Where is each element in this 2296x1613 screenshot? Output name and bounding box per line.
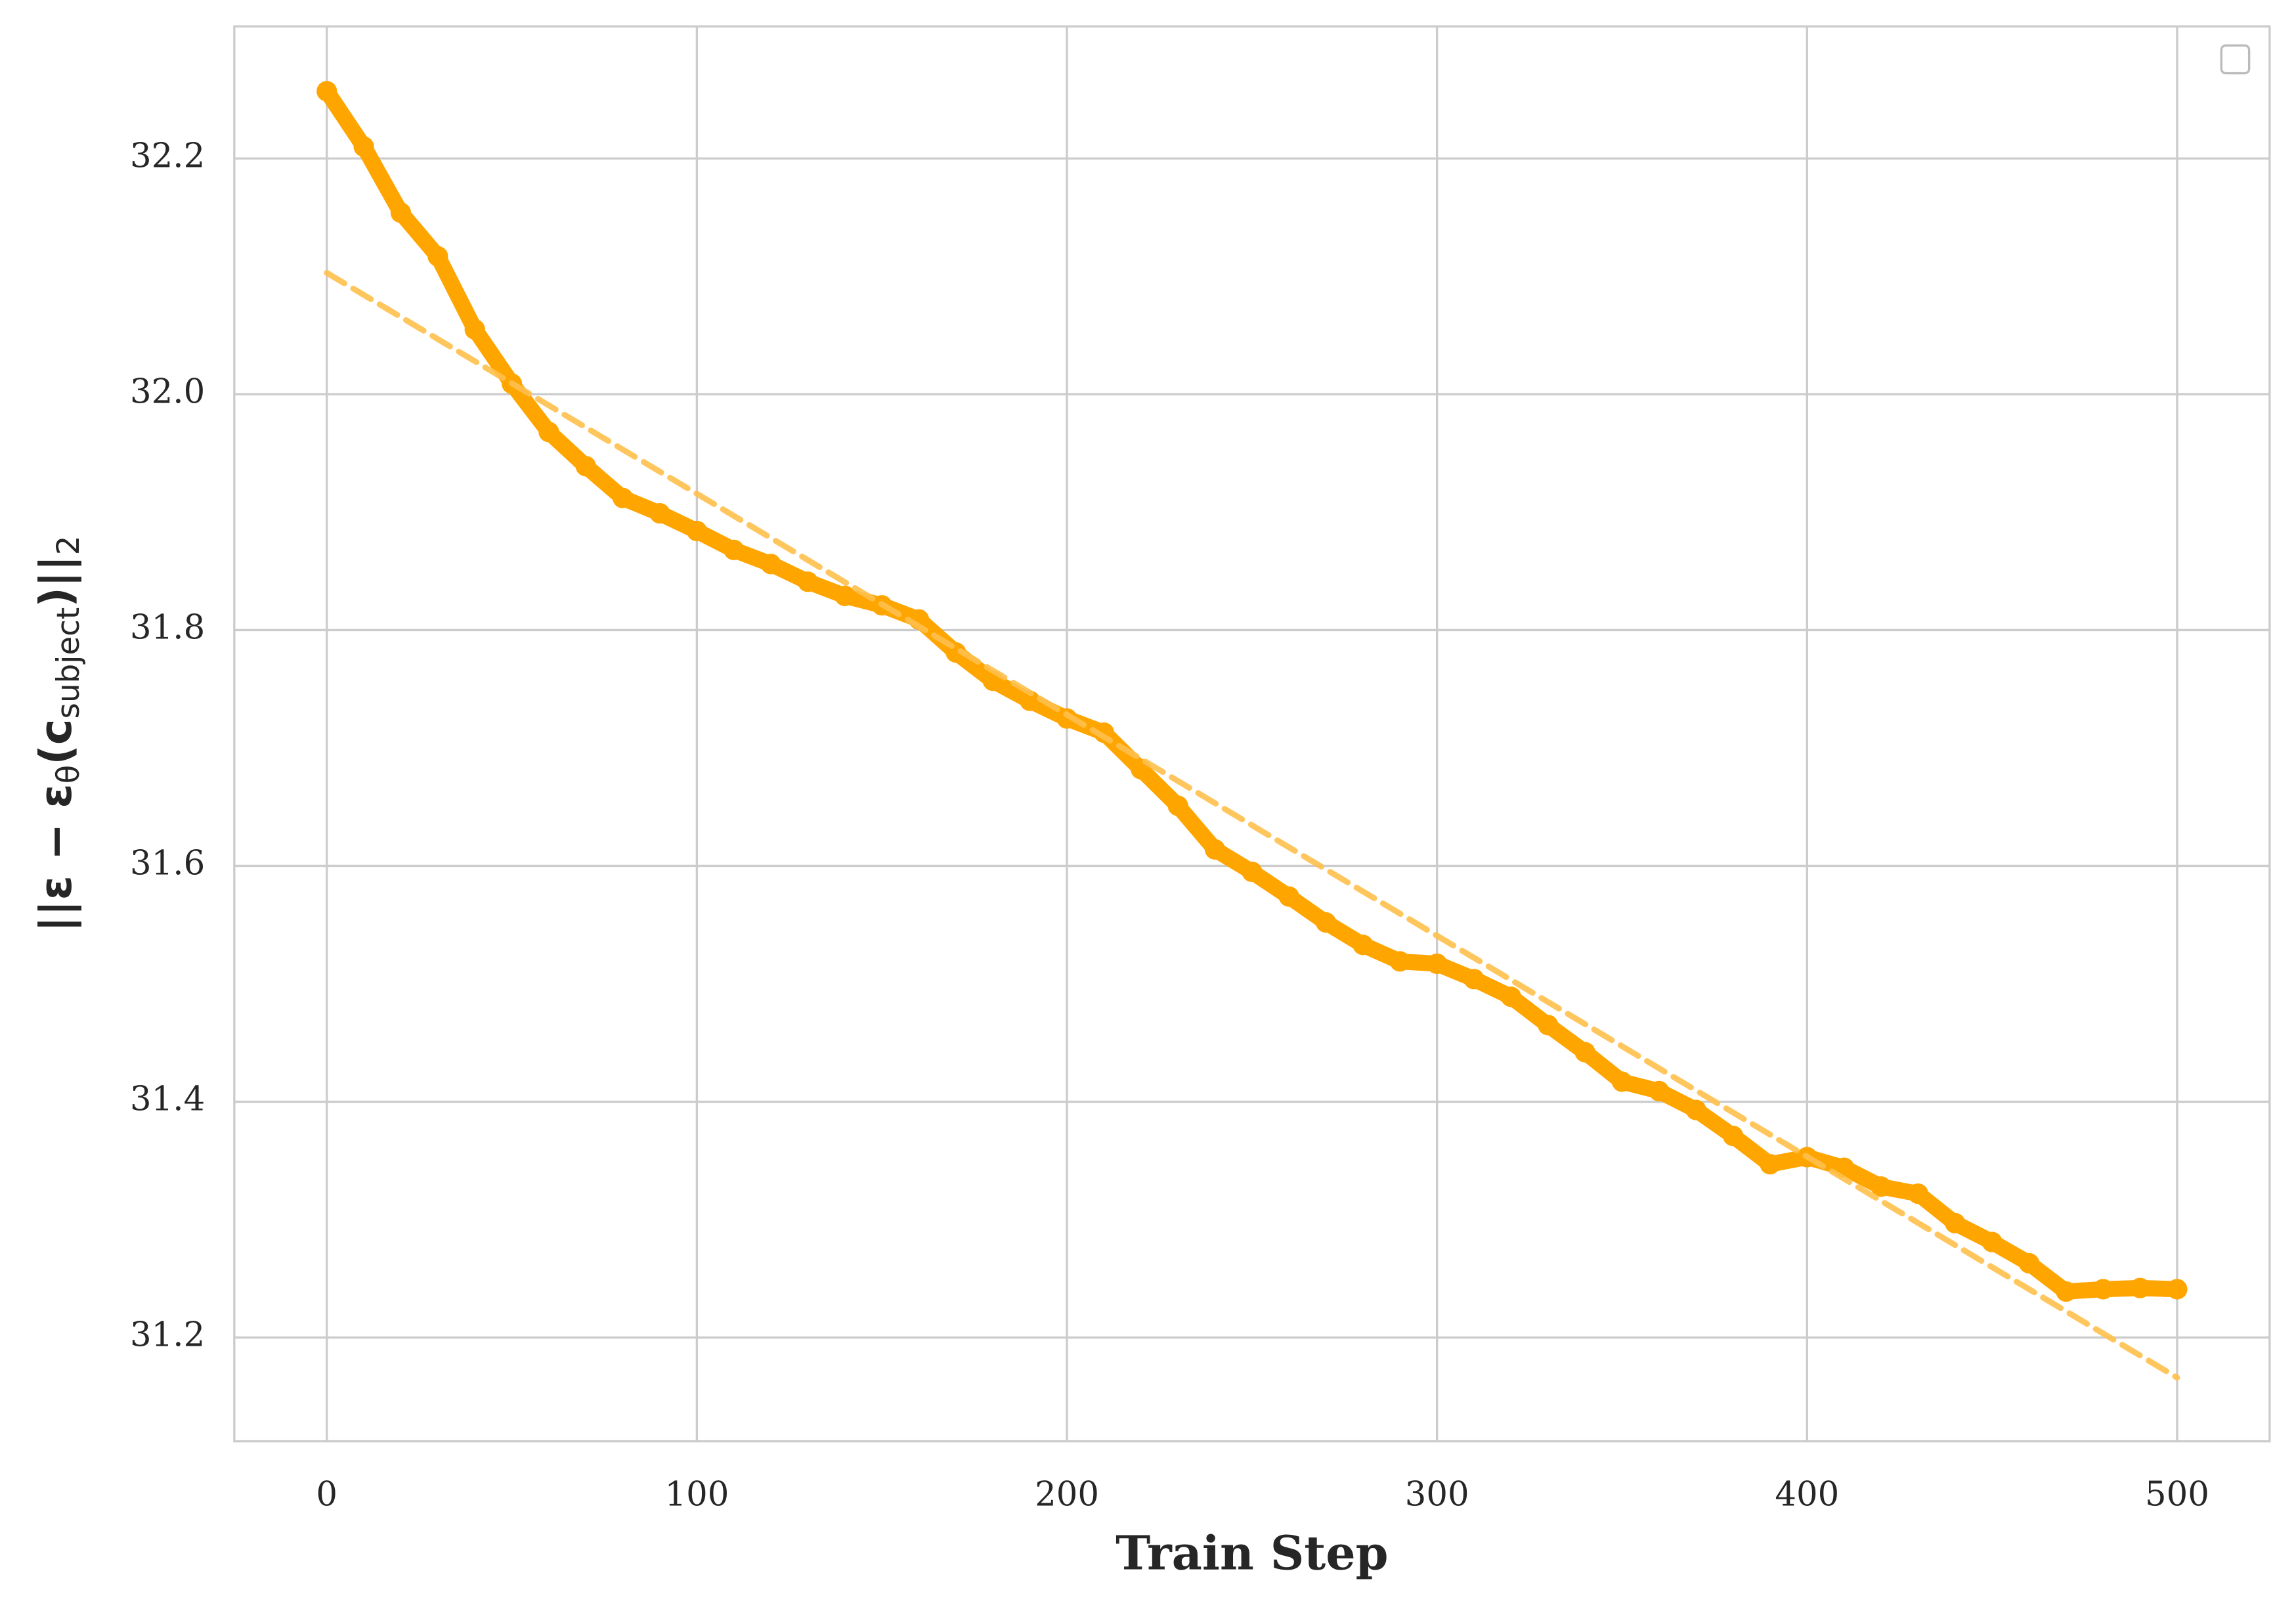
data-point bbox=[760, 554, 781, 575]
data-point bbox=[464, 319, 485, 340]
y-label-part: ||ε − ε bbox=[30, 784, 81, 932]
data-point bbox=[427, 246, 448, 267]
data-point bbox=[1167, 795, 1188, 816]
data-point bbox=[1389, 951, 1410, 972]
x-axis-label: Train Step bbox=[1116, 1525, 1388, 1580]
y-label-part: )|| bbox=[30, 555, 81, 607]
data-point bbox=[2018, 1252, 2040, 1274]
x-tick-label: 100 bbox=[664, 1474, 729, 1514]
data-point bbox=[2167, 1279, 2188, 1300]
data-point bbox=[2092, 1279, 2113, 1300]
data-point bbox=[1353, 935, 1374, 956]
data-point bbox=[1574, 1042, 1595, 1063]
data-point bbox=[2129, 1277, 2151, 1298]
trend-line bbox=[324, 269, 2180, 1381]
y-tick-label: 32.0 bbox=[130, 372, 205, 411]
y-label-subscript: subject bbox=[51, 608, 87, 719]
data-point bbox=[316, 81, 337, 102]
y-label-subscript: 2 bbox=[51, 535, 87, 555]
data-point bbox=[1611, 1071, 1633, 1092]
data-point bbox=[686, 520, 707, 542]
y-label-part: (c bbox=[30, 718, 81, 764]
data-point bbox=[1538, 1015, 1559, 1036]
data-point bbox=[724, 539, 745, 560]
data-point bbox=[538, 422, 559, 443]
data-point bbox=[1056, 708, 1077, 729]
x-tick-label: 300 bbox=[1405, 1474, 1469, 1514]
data-point bbox=[649, 503, 670, 524]
data-point bbox=[1500, 986, 1522, 1007]
data-point bbox=[1278, 886, 1299, 907]
data-point bbox=[1760, 1154, 1781, 1175]
y-tick-label: 31.4 bbox=[130, 1080, 205, 1119]
data-point bbox=[1871, 1176, 1892, 1197]
data-point bbox=[1945, 1212, 1966, 1234]
legend-box bbox=[2220, 44, 2251, 75]
data-point bbox=[613, 487, 634, 508]
data-point bbox=[1907, 1183, 1929, 1204]
x-tick-label: 0 bbox=[316, 1474, 337, 1514]
marks bbox=[316, 81, 2188, 1381]
data-point bbox=[1982, 1231, 2003, 1252]
data-point bbox=[575, 456, 596, 477]
data-point bbox=[1463, 969, 1484, 990]
y-axis-label: ||ε − εθ(csubject)||2 bbox=[30, 535, 87, 932]
data-point bbox=[797, 571, 819, 592]
y-label-subscript: θ bbox=[51, 765, 87, 784]
y-tick-label: 31.6 bbox=[130, 843, 205, 883]
data-point bbox=[2056, 1281, 2077, 1302]
x-tick-label: 500 bbox=[2145, 1474, 2209, 1514]
data-point bbox=[353, 136, 374, 157]
data-point bbox=[1649, 1080, 1670, 1101]
data-point bbox=[1685, 1099, 1706, 1120]
x-tick-label: 400 bbox=[1775, 1474, 1839, 1514]
data-point bbox=[1722, 1125, 1744, 1147]
y-tick-label: 31.2 bbox=[130, 1315, 205, 1355]
data-point bbox=[1315, 912, 1337, 933]
data-point bbox=[834, 585, 856, 606]
data-point bbox=[1427, 953, 1448, 975]
data-point bbox=[1204, 839, 1226, 860]
y-tick-label: 31.8 bbox=[130, 608, 205, 647]
data-point bbox=[1020, 690, 1041, 711]
x-tick-label: 200 bbox=[1035, 1474, 1099, 1514]
data-point bbox=[390, 202, 412, 223]
data-point bbox=[1242, 861, 1263, 883]
y-tick-label: 32.2 bbox=[130, 136, 205, 175]
